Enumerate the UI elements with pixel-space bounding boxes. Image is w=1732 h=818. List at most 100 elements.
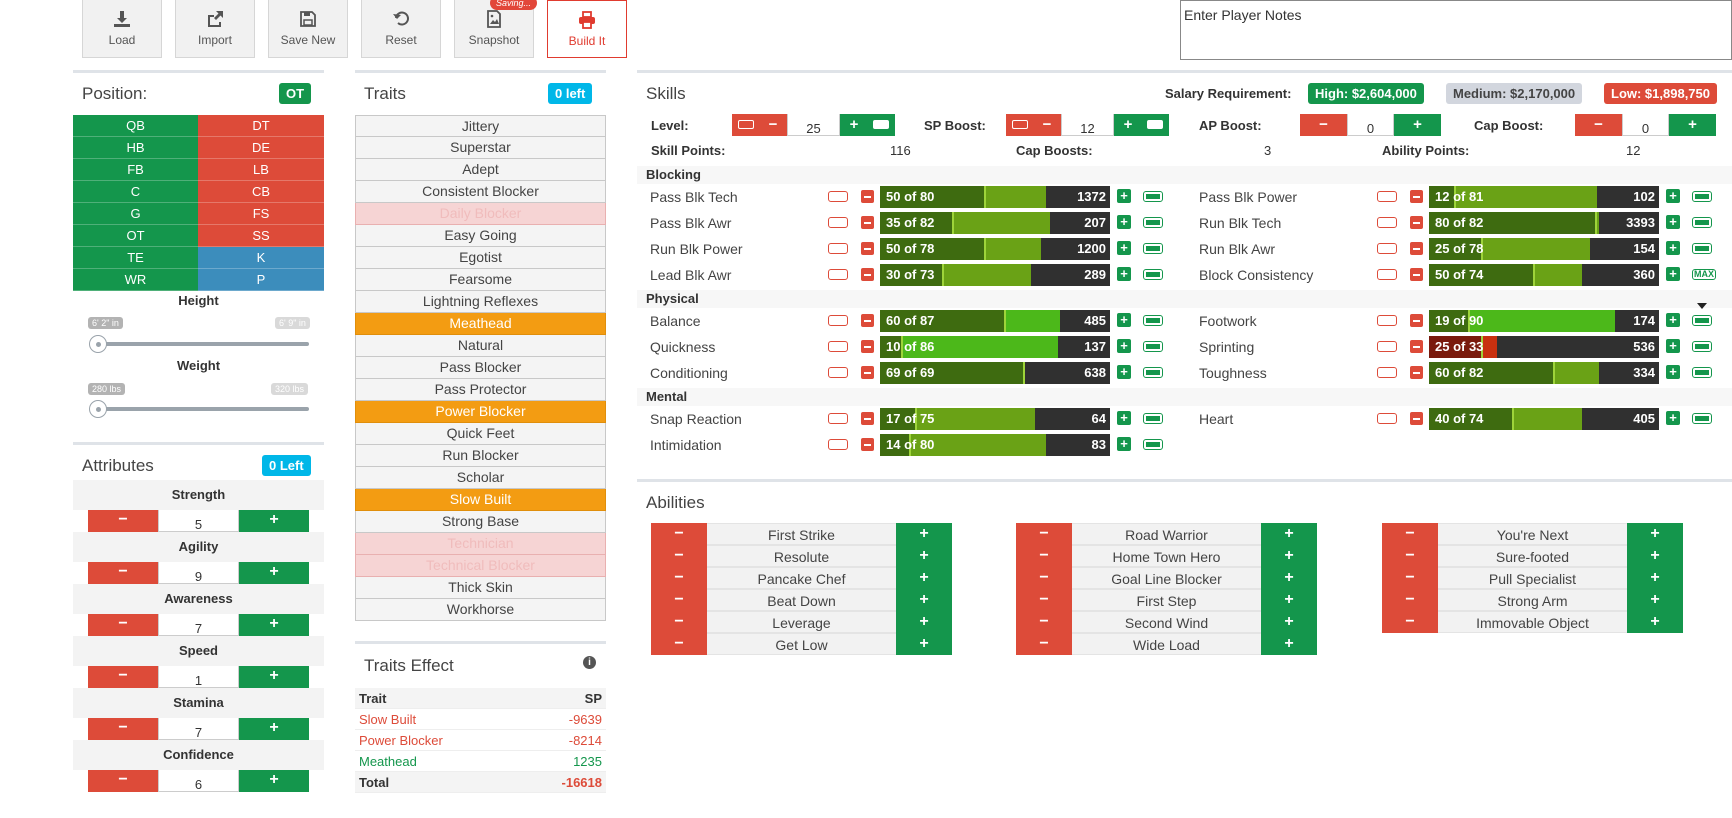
- remove-ability-button[interactable]: −: [651, 545, 707, 567]
- increment-button[interactable]: +: [239, 718, 309, 740]
- plus-icon[interactable]: +: [1666, 267, 1680, 281]
- position-hb[interactable]: HB: [73, 137, 198, 159]
- plus-icon[interactable]: +: [1117, 437, 1131, 451]
- minus-icon[interactable]: [1410, 366, 1423, 379]
- remove-ability-button[interactable]: −: [651, 611, 707, 633]
- height-slider-handle[interactable]: [89, 335, 107, 353]
- import-button[interactable]: Import: [175, 0, 255, 58]
- level-max-button[interactable]: [867, 114, 895, 136]
- position-fb[interactable]: FB: [73, 159, 198, 181]
- attribute-value[interactable]: 9: [158, 562, 239, 584]
- build-it-button[interactable]: Build It: [547, 0, 627, 58]
- save-new-button[interactable]: Save New: [268, 0, 348, 58]
- add-ability-button[interactable]: +: [896, 567, 952, 589]
- level-minus-button[interactable]: −: [759, 114, 787, 136]
- decrement-button[interactable]: −: [88, 770, 158, 792]
- remove-ability-button[interactable]: −: [651, 567, 707, 589]
- battery-empty-icon[interactable]: [828, 269, 848, 280]
- increment-button[interactable]: +: [239, 562, 309, 584]
- plus-icon[interactable]: +: [1117, 267, 1131, 281]
- position-cb[interactable]: CB: [198, 181, 324, 203]
- battery-empty-icon[interactable]: [828, 243, 848, 254]
- remove-ability-button[interactable]: −: [1016, 567, 1072, 589]
- cap-boost-value[interactable]: 0: [1622, 114, 1669, 136]
- position-ot[interactable]: OT: [73, 225, 198, 247]
- position-de[interactable]: DE: [198, 137, 324, 159]
- minus-icon[interactable]: [861, 216, 874, 229]
- minus-icon[interactable]: [861, 340, 874, 353]
- remove-ability-button[interactable]: −: [1016, 611, 1072, 633]
- trait-meathead[interactable]: Meathead: [355, 313, 606, 335]
- battery-full-icon[interactable]: [1143, 367, 1163, 378]
- trait-consistent-blocker[interactable]: Consistent Blocker: [355, 181, 606, 203]
- trait-power-blocker[interactable]: Power Blocker: [355, 401, 606, 423]
- minus-icon[interactable]: [861, 242, 874, 255]
- trait-easy-going[interactable]: Easy Going: [355, 225, 606, 247]
- minus-icon[interactable]: [1410, 190, 1423, 203]
- ap-boost-minus-button[interactable]: −: [1300, 114, 1347, 136]
- trait-strong-base[interactable]: Strong Base: [355, 511, 606, 533]
- plus-icon[interactable]: +: [1117, 189, 1131, 203]
- add-ability-button[interactable]: +: [1261, 611, 1317, 633]
- plus-icon[interactable]: +: [1666, 189, 1680, 203]
- remove-ability-button[interactable]: −: [1382, 567, 1438, 589]
- remove-ability-button[interactable]: −: [651, 523, 707, 545]
- ap-boost-plus-button[interactable]: +: [1394, 114, 1441, 136]
- attribute-value[interactable]: 1: [158, 666, 239, 688]
- attribute-value[interactable]: 6: [158, 770, 239, 792]
- battery-full-icon[interactable]: [1143, 341, 1163, 352]
- minus-icon[interactable]: [861, 190, 874, 203]
- remove-ability-button[interactable]: −: [1016, 545, 1072, 567]
- battery-full-icon[interactable]: [1692, 243, 1712, 254]
- trait-technical-blocker[interactable]: Technical Blocker: [355, 555, 606, 577]
- plus-icon[interactable]: +: [1666, 339, 1680, 353]
- sp-boost-minus-button[interactable]: −: [1033, 114, 1061, 136]
- plus-icon[interactable]: +: [1117, 365, 1131, 379]
- battery-full-icon[interactable]: [1692, 315, 1712, 326]
- battery-empty-icon[interactable]: [828, 341, 848, 352]
- minus-icon[interactable]: [861, 412, 874, 425]
- weight-slider-track[interactable]: [92, 407, 309, 411]
- add-ability-button[interactable]: +: [1627, 523, 1683, 545]
- position-k[interactable]: K: [198, 247, 324, 269]
- position-c[interactable]: C: [73, 181, 198, 203]
- position-g[interactable]: G: [73, 203, 198, 225]
- add-ability-button[interactable]: +: [1261, 545, 1317, 567]
- level-min-button[interactable]: [732, 114, 760, 136]
- plus-icon[interactable]: +: [1117, 215, 1131, 229]
- position-lb[interactable]: LB: [198, 159, 324, 181]
- remove-ability-button[interactable]: −: [1016, 589, 1072, 611]
- remove-ability-button[interactable]: −: [651, 589, 707, 611]
- battery-empty-icon[interactable]: [1377, 243, 1397, 254]
- add-ability-button[interactable]: +: [1261, 589, 1317, 611]
- minus-icon[interactable]: [1410, 268, 1423, 281]
- trait-scholar[interactable]: Scholar: [355, 467, 606, 489]
- position-p[interactable]: P: [198, 269, 324, 291]
- increment-button[interactable]: +: [239, 510, 309, 532]
- decrement-button[interactable]: −: [88, 666, 158, 688]
- add-ability-button[interactable]: +: [1261, 567, 1317, 589]
- max-icon[interactable]: MAX: [1692, 269, 1716, 280]
- battery-empty-icon[interactable]: [1377, 413, 1397, 424]
- battery-empty-icon[interactable]: [1377, 341, 1397, 352]
- cap-boost-plus-button[interactable]: +: [1669, 114, 1716, 136]
- trait-adept[interactable]: Adept: [355, 159, 606, 181]
- add-ability-button[interactable]: +: [896, 633, 952, 655]
- trait-technician[interactable]: Technician: [355, 533, 606, 555]
- sp-boost-plus-button[interactable]: +: [1114, 114, 1142, 136]
- position-wr[interactable]: WR: [73, 269, 198, 291]
- trait-superstar[interactable]: Superstar: [355, 137, 606, 159]
- remove-ability-button[interactable]: −: [1382, 611, 1438, 633]
- trait-workhorse[interactable]: Workhorse: [355, 599, 606, 621]
- decrement-button[interactable]: −: [88, 562, 158, 584]
- battery-full-icon[interactable]: [1143, 191, 1163, 202]
- add-ability-button[interactable]: +: [1627, 611, 1683, 633]
- plus-icon[interactable]: +: [1666, 411, 1680, 425]
- minus-icon[interactable]: [1410, 314, 1423, 327]
- position-fs[interactable]: FS: [198, 203, 324, 225]
- battery-empty-icon[interactable]: [828, 191, 848, 202]
- weight-slider-handle[interactable]: [89, 400, 107, 418]
- battery-full-icon[interactable]: [1692, 191, 1712, 202]
- trait-fearsome[interactable]: Fearsome: [355, 269, 606, 291]
- remove-ability-button[interactable]: −: [1016, 523, 1072, 545]
